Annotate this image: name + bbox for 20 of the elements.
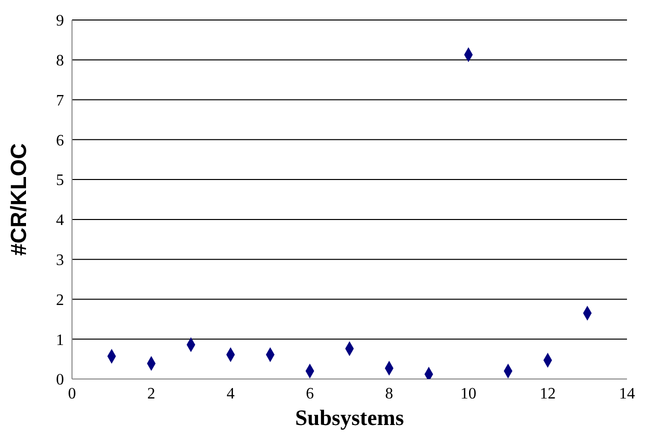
- y-axis-title: #CR/KLOC: [6, 143, 31, 256]
- y-tick-label: 5: [56, 172, 64, 190]
- x-tick-label: 4: [226, 385, 235, 402]
- y-tick-label: 9: [56, 12, 64, 30]
- y-tick-label: 8: [56, 52, 64, 70]
- x-tick-label: 12: [540, 385, 556, 402]
- x-tick-label: 14: [619, 385, 635, 402]
- y-tick-label: 1: [56, 332, 64, 349]
- x-tick-label: 8: [385, 385, 394, 402]
- y-tick-label: 6: [56, 132, 64, 150]
- x-tick-label: 10: [460, 385, 476, 402]
- x-tick-label: 2: [147, 385, 156, 402]
- y-tick-label: 4: [56, 212, 64, 230]
- x-tick-label: 6: [306, 385, 314, 402]
- y-tick-label: 3: [56, 252, 64, 270]
- y-tick-label: 7: [56, 92, 64, 110]
- x-tick-label: 0: [68, 385, 76, 402]
- y-tick-label: 2: [56, 292, 64, 309]
- y-tick-label: 0: [56, 372, 64, 389]
- x-axis-title: Subsystems: [295, 405, 404, 430]
